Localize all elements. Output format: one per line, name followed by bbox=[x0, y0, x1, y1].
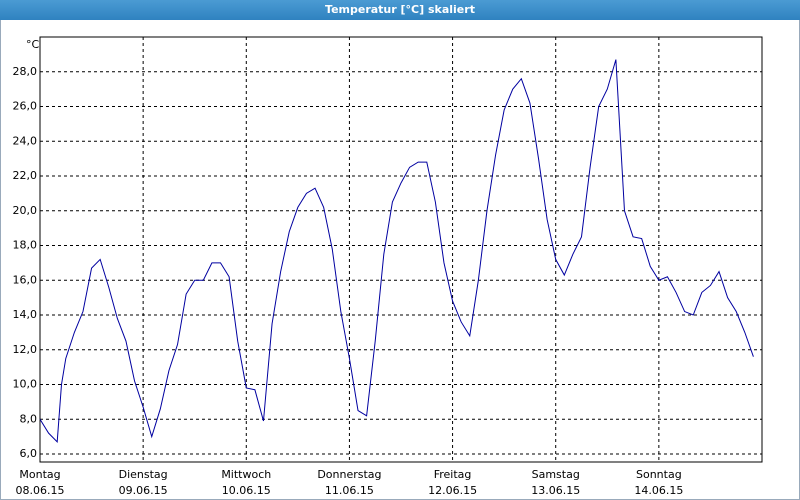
y-tick-label: 20,0 bbox=[13, 204, 38, 217]
x-tick-date: 11.06.15 bbox=[325, 484, 374, 497]
x-tick-date: 12.06.15 bbox=[428, 484, 477, 497]
y-tick-label: 16,0 bbox=[13, 273, 38, 286]
y-tick-label: 24,0 bbox=[13, 134, 38, 147]
x-tick-label: Samstag bbox=[532, 468, 580, 481]
y-tick-label: 8,0 bbox=[20, 412, 38, 425]
x-tick-label: Donnerstag bbox=[317, 468, 381, 481]
x-tick-date: 09.06.15 bbox=[119, 484, 168, 497]
x-tick-date: 14.06.15 bbox=[634, 484, 683, 497]
y-tick-label: 14,0 bbox=[13, 308, 38, 321]
x-tick-label: Freitag bbox=[434, 468, 472, 481]
plot-frame bbox=[39, 36, 763, 463]
y-tick-label: 26,0 bbox=[13, 100, 38, 113]
y-tick-label: 18,0 bbox=[13, 239, 38, 252]
y-tick-label: 6,0 bbox=[20, 447, 38, 460]
x-tick-label: Montag bbox=[19, 468, 60, 481]
x-tick-label: Sonntag bbox=[636, 468, 682, 481]
y-tick-label: 12,0 bbox=[13, 343, 38, 356]
y-tick-label: 22,0 bbox=[13, 169, 38, 182]
y-tick-label: 28,0 bbox=[13, 65, 38, 78]
y-unit: °C bbox=[26, 38, 40, 51]
x-tick-label: Dienstag bbox=[119, 468, 168, 481]
x-tick-date: 13.06.15 bbox=[531, 484, 580, 497]
chart-title: Temperatur [°C] skaliert bbox=[325, 3, 475, 16]
x-tick-date: 10.06.15 bbox=[222, 484, 271, 497]
title-bar bbox=[0, 0, 800, 20]
x-tick-date: 08.06.15 bbox=[16, 484, 65, 497]
temperature-line bbox=[39, 59, 754, 443]
x-tick-label: Mittwoch bbox=[221, 468, 271, 481]
y-tick-label: 10,0 bbox=[13, 378, 38, 391]
